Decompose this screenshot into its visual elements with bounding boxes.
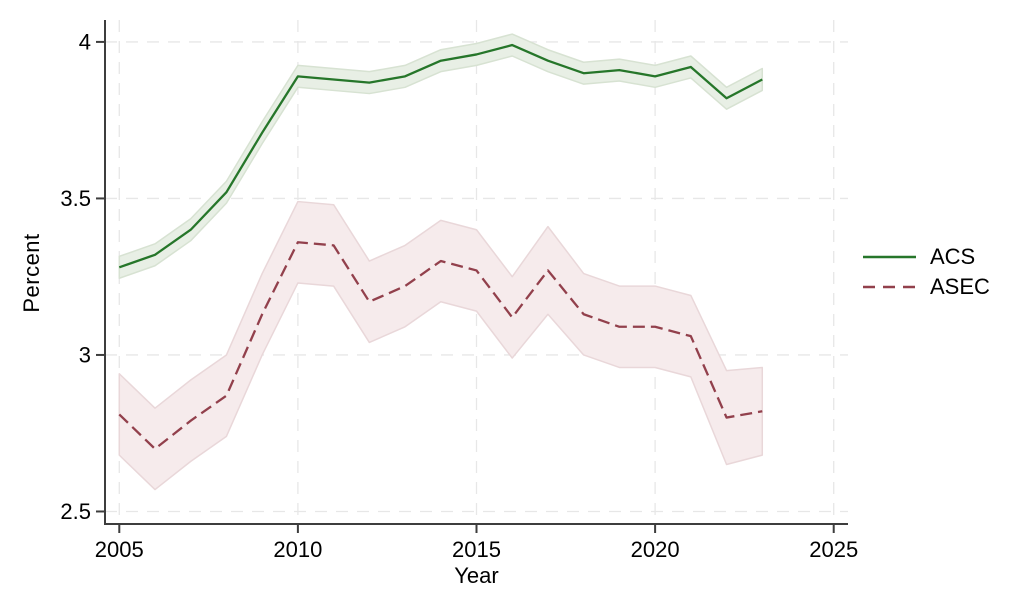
legend-label-acs: ACS bbox=[930, 244, 976, 269]
y-tick-label: 2.5 bbox=[60, 499, 91, 524]
x-tick-label: 2020 bbox=[631, 537, 680, 562]
y-axis-title: Percent bbox=[19, 233, 44, 313]
x-tick-label: 2025 bbox=[809, 537, 858, 562]
x-axis-title: Year bbox=[454, 563, 499, 588]
x-tick-label: 2005 bbox=[95, 537, 144, 562]
acs-confidence-band bbox=[118, 33, 764, 280]
y-tick-label: 4 bbox=[79, 30, 91, 55]
asec-line-swatch-icon bbox=[863, 285, 916, 289]
legend-item-asec: ASEC bbox=[862, 272, 990, 302]
asec-line bbox=[118, 241, 763, 451]
y-tick-label: 3 bbox=[79, 343, 91, 368]
x-tick-label: 2015 bbox=[452, 537, 501, 562]
legend-item-acs: ACS bbox=[862, 242, 990, 272]
acs-line bbox=[118, 43, 763, 269]
x-tick-label: 2010 bbox=[273, 537, 322, 562]
legend: ACS ASEC bbox=[862, 242, 990, 302]
legend-label-asec: ASEC bbox=[930, 274, 990, 299]
y-tick-label: 3.5 bbox=[60, 186, 91, 211]
asec-confidence-band bbox=[118, 200, 764, 491]
acs-line-swatch-icon bbox=[863, 255, 916, 259]
